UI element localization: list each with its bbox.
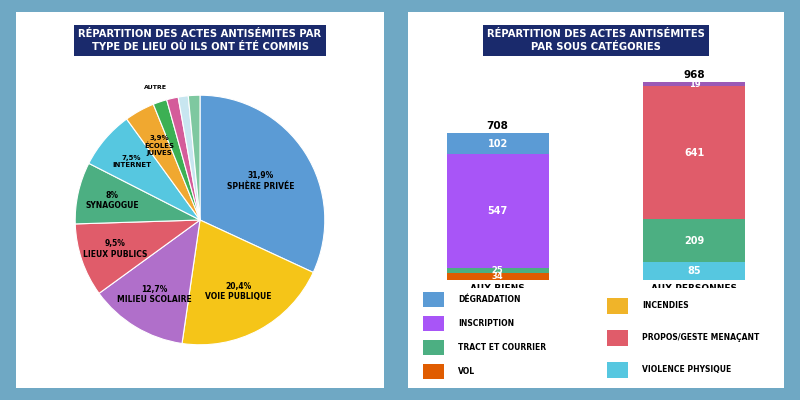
Wedge shape	[126, 104, 200, 220]
Text: 102: 102	[487, 139, 508, 149]
Text: 25: 25	[492, 266, 503, 275]
Bar	[446, 273, 549, 280]
Text: 968: 968	[683, 70, 706, 80]
Text: RÉPARTITION DES ACTES ANTISÉMITES
PAR SOUS CATÉGORIES: RÉPARTITION DES ACTES ANTISÉMITES PAR SO…	[487, 29, 705, 52]
Bar	[446, 268, 549, 273]
Text: 85: 85	[687, 266, 702, 276]
Text: 9,5%
LIEUX PUBLICS: 9,5% LIEUX PUBLICS	[83, 240, 147, 259]
Text: VIOLENCE PHYSIQUE: VIOLENCE PHYSIQUE	[642, 366, 731, 374]
Text: AUTRE: AUTRE	[144, 85, 166, 90]
Text: DÉGRADATION: DÉGRADATION	[458, 295, 521, 304]
Bar	[423, 316, 443, 331]
Bar	[643, 262, 746, 280]
Bar	[643, 82, 746, 86]
Text: 7,5%
INTERNET: 7,5% INTERNET	[112, 155, 151, 168]
Text: 34: 34	[492, 272, 503, 281]
Text: INSCRIPTION: INSCRIPTION	[458, 319, 514, 328]
Wedge shape	[99, 220, 200, 344]
Bar	[607, 330, 628, 346]
Bar	[446, 154, 549, 268]
Wedge shape	[200, 95, 325, 272]
Wedge shape	[75, 163, 200, 224]
Text: 12,7%
MILIEU SCOLAIRE: 12,7% MILIEU SCOLAIRE	[118, 285, 192, 304]
Wedge shape	[154, 100, 200, 220]
Bar	[423, 364, 443, 379]
Text: 19: 19	[689, 80, 700, 89]
Text: 708: 708	[486, 121, 509, 131]
Wedge shape	[182, 220, 314, 345]
Text: 31,9%
SPHÈRE PRIVÉE: 31,9% SPHÈRE PRIVÉE	[227, 171, 294, 191]
Text: 20,4%
VOIE PUBLIQUE: 20,4% VOIE PUBLIQUE	[206, 282, 272, 301]
Text: VOL: VOL	[458, 367, 475, 376]
Bar	[607, 362, 628, 378]
Text: INCENDIES: INCENDIES	[642, 302, 689, 310]
Bar	[607, 298, 628, 314]
Bar	[446, 133, 549, 154]
Bar	[643, 219, 746, 262]
Wedge shape	[188, 95, 200, 220]
Text: 3,9%
ÉCOLES
JUIVES: 3,9% ÉCOLES JUIVES	[144, 136, 174, 156]
Text: PROPOS/GESTE MENAÇANT: PROPOS/GESTE MENAÇANT	[642, 334, 760, 342]
Text: 209: 209	[684, 236, 705, 246]
Text: 641: 641	[684, 148, 705, 158]
Wedge shape	[166, 97, 200, 220]
Wedge shape	[75, 220, 200, 293]
Text: 8%
SYNAGOGUE: 8% SYNAGOGUE	[86, 191, 139, 210]
Wedge shape	[178, 96, 200, 220]
Text: 547: 547	[487, 206, 508, 216]
Bar	[643, 86, 746, 219]
Bar	[423, 292, 443, 307]
Text: TRACT ET COURRIER: TRACT ET COURRIER	[458, 343, 546, 352]
Text: RÉPARTITION DES ACTES ANTISÉMITES PAR
TYPE DE LIEU OÙ ILS ONT ÉTÉ COMMIS: RÉPARTITION DES ACTES ANTISÉMITES PAR TY…	[78, 29, 322, 52]
Bar	[423, 340, 443, 355]
Wedge shape	[89, 119, 200, 220]
